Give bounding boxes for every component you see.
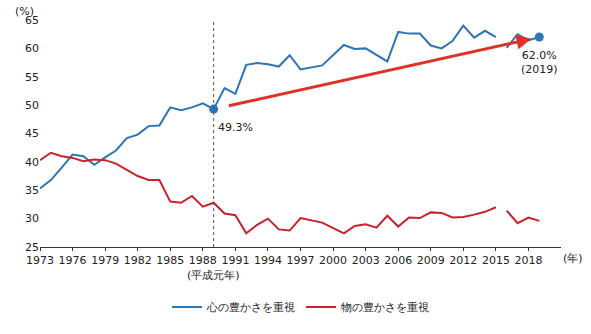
svg-text:35: 35 bbox=[25, 184, 39, 197]
svg-text:2018: 2018 bbox=[514, 254, 542, 267]
svg-text:65: 65 bbox=[25, 14, 39, 27]
svg-text:(%): (%) bbox=[15, 5, 34, 18]
svg-text:60: 60 bbox=[25, 42, 39, 55]
svg-text:2012: 2012 bbox=[449, 254, 477, 267]
svg-text:45: 45 bbox=[25, 127, 39, 140]
svg-text:1979: 1979 bbox=[91, 254, 119, 267]
svg-text:物の豊かさを重視: 物の豊かさを重視 bbox=[341, 301, 429, 314]
svg-text:心の豊かさを重視: 心の豊かさを重視 bbox=[206, 301, 295, 314]
svg-text:(平成元年): (平成元年) bbox=[187, 269, 240, 282]
svg-text:1988: 1988 bbox=[189, 254, 217, 267]
svg-text:1976: 1976 bbox=[59, 254, 87, 267]
svg-text:2006: 2006 bbox=[384, 254, 412, 267]
svg-text:2015: 2015 bbox=[482, 254, 510, 267]
svg-text:2003: 2003 bbox=[352, 254, 380, 267]
svg-text:55: 55 bbox=[25, 71, 39, 84]
svg-text:1997: 1997 bbox=[287, 254, 315, 267]
svg-text:1985: 1985 bbox=[156, 254, 184, 267]
svg-text:49.3%: 49.3% bbox=[218, 121, 253, 134]
svg-text:(年): (年) bbox=[563, 252, 583, 265]
svg-text:1994: 1994 bbox=[254, 254, 282, 267]
svg-text:62.0%(2019): 62.0%(2019) bbox=[521, 49, 558, 76]
svg-text:1982: 1982 bbox=[124, 254, 152, 267]
svg-text:1991: 1991 bbox=[221, 254, 249, 267]
svg-text:30: 30 bbox=[25, 212, 39, 225]
svg-text:2000: 2000 bbox=[319, 254, 347, 267]
svg-text:25: 25 bbox=[25, 241, 39, 254]
svg-text:40: 40 bbox=[25, 156, 39, 169]
svg-text:1973: 1973 bbox=[26, 254, 54, 267]
svg-text:50: 50 bbox=[25, 99, 39, 112]
svg-text:2009: 2009 bbox=[417, 254, 445, 267]
